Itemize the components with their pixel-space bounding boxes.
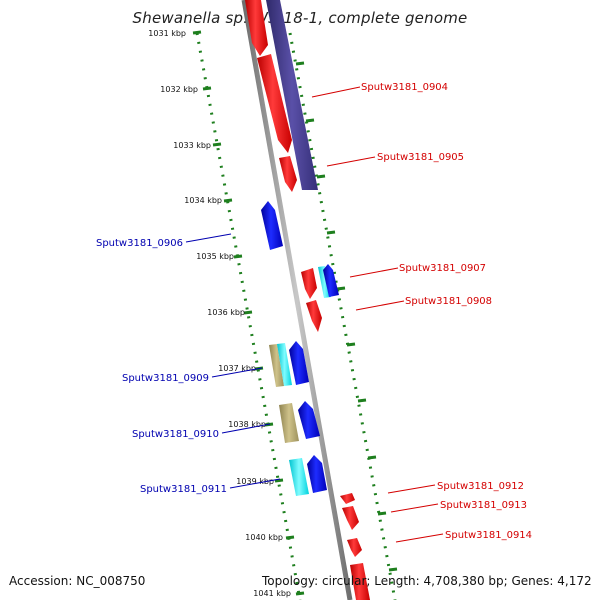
leader-0914	[395, 533, 444, 543]
gene-label-0912[interactable]: Sputw3181_0912	[437, 481, 524, 492]
map-title: Shewanella sp. W3-18-1, complete genome	[132, 9, 468, 27]
khaki-block-0909[interactable]	[269, 344, 284, 387]
cds-arrow-0909[interactable]	[289, 341, 309, 385]
cds-arrow-bottom[interactable]	[350, 563, 370, 600]
cds-arrow-0914[interactable]	[347, 538, 362, 557]
tick-label-1040: 1040 kbp	[245, 533, 283, 542]
cds-arrow-0912[interactable]	[340, 493, 355, 504]
gene-label-0904[interactable]: Sputw3181_0904	[361, 82, 448, 93]
cds-arrow-top[interactable]	[245, 0, 268, 56]
cds-arrow-0904[interactable]	[257, 54, 292, 153]
cds-arrow-0911[interactable]	[307, 455, 327, 493]
gene-label-0914[interactable]: Sputw3181_0914	[445, 530, 532, 541]
cds-arrow-0913[interactable]	[342, 506, 359, 530]
topology-text: Topology: circular; Length: 4,708,380 bp…	[262, 574, 592, 588]
gene-label-0911[interactable]: Sputw3181_0911	[140, 484, 227, 495]
leader-0908	[355, 300, 405, 311]
gene-label-0910[interactable]: Sputw3181_0910	[132, 429, 219, 440]
leader-0911	[229, 478, 281, 489]
leader-0910	[221, 423, 271, 434]
tick-label-1034: 1034 kbp	[184, 196, 222, 205]
tick-label-1032: 1032 kbp	[160, 85, 198, 94]
leader-0912	[387, 484, 436, 494]
cds-arrow-0905[interactable]	[279, 156, 297, 192]
gene-label-0906[interactable]: Sputw3181_0906	[96, 238, 183, 249]
cds-arrow-0907-blue[interactable]	[323, 264, 339, 297]
tick-label-1035: 1035 kbp	[196, 252, 234, 261]
tick-label-1033: 1033 kbp	[173, 141, 211, 150]
tick-label-1036: 1036 kbp	[207, 308, 245, 317]
tick-label-1039: 1039 kbp	[236, 477, 274, 486]
leader-0906	[185, 233, 232, 243]
leader-0904	[311, 86, 361, 98]
inner-tick-track	[195, 32, 302, 600]
gene-label-0913[interactable]: Sputw3181_0913	[440, 500, 527, 511]
outer-tick-track	[288, 32, 397, 600]
outer-major-ticks	[295, 61, 398, 572]
leader-0913	[390, 503, 439, 513]
leader-0909	[211, 367, 263, 378]
cyan-block-0909[interactable]	[277, 343, 292, 386]
gene-label-0909[interactable]: Sputw3181_0909	[122, 373, 209, 384]
cds-arrow-0906[interactable]	[261, 201, 283, 250]
tick-label-1037: 1037 kbp	[218, 364, 256, 373]
cds-arrow-0907-red[interactable]	[301, 268, 317, 299]
tick-label-1041: 1041 kbp	[253, 589, 291, 598]
purple-feature-block[interactable]	[266, 0, 318, 190]
gene-label-0905[interactable]: Sputw3181_0905	[377, 152, 464, 163]
accession-text: Accession: NC_008750	[9, 574, 146, 588]
tick-label-1031: 1031 kbp	[148, 29, 186, 38]
gene-label-0907[interactable]: Sputw3181_0907	[399, 263, 486, 274]
genome-backbone	[241, 0, 353, 600]
tick-label-1038: 1038 kbp	[228, 420, 266, 429]
khaki-block-0910[interactable]	[279, 403, 299, 443]
leader-0907	[349, 267, 399, 278]
gene-label-0908[interactable]: Sputw3181_0908	[405, 296, 492, 307]
cyan-block-0911[interactable]	[289, 458, 309, 496]
leader-0905	[326, 156, 376, 167]
cds-arrow-0908[interactable]	[306, 300, 322, 332]
cds-arrow-0910[interactable]	[298, 401, 320, 439]
